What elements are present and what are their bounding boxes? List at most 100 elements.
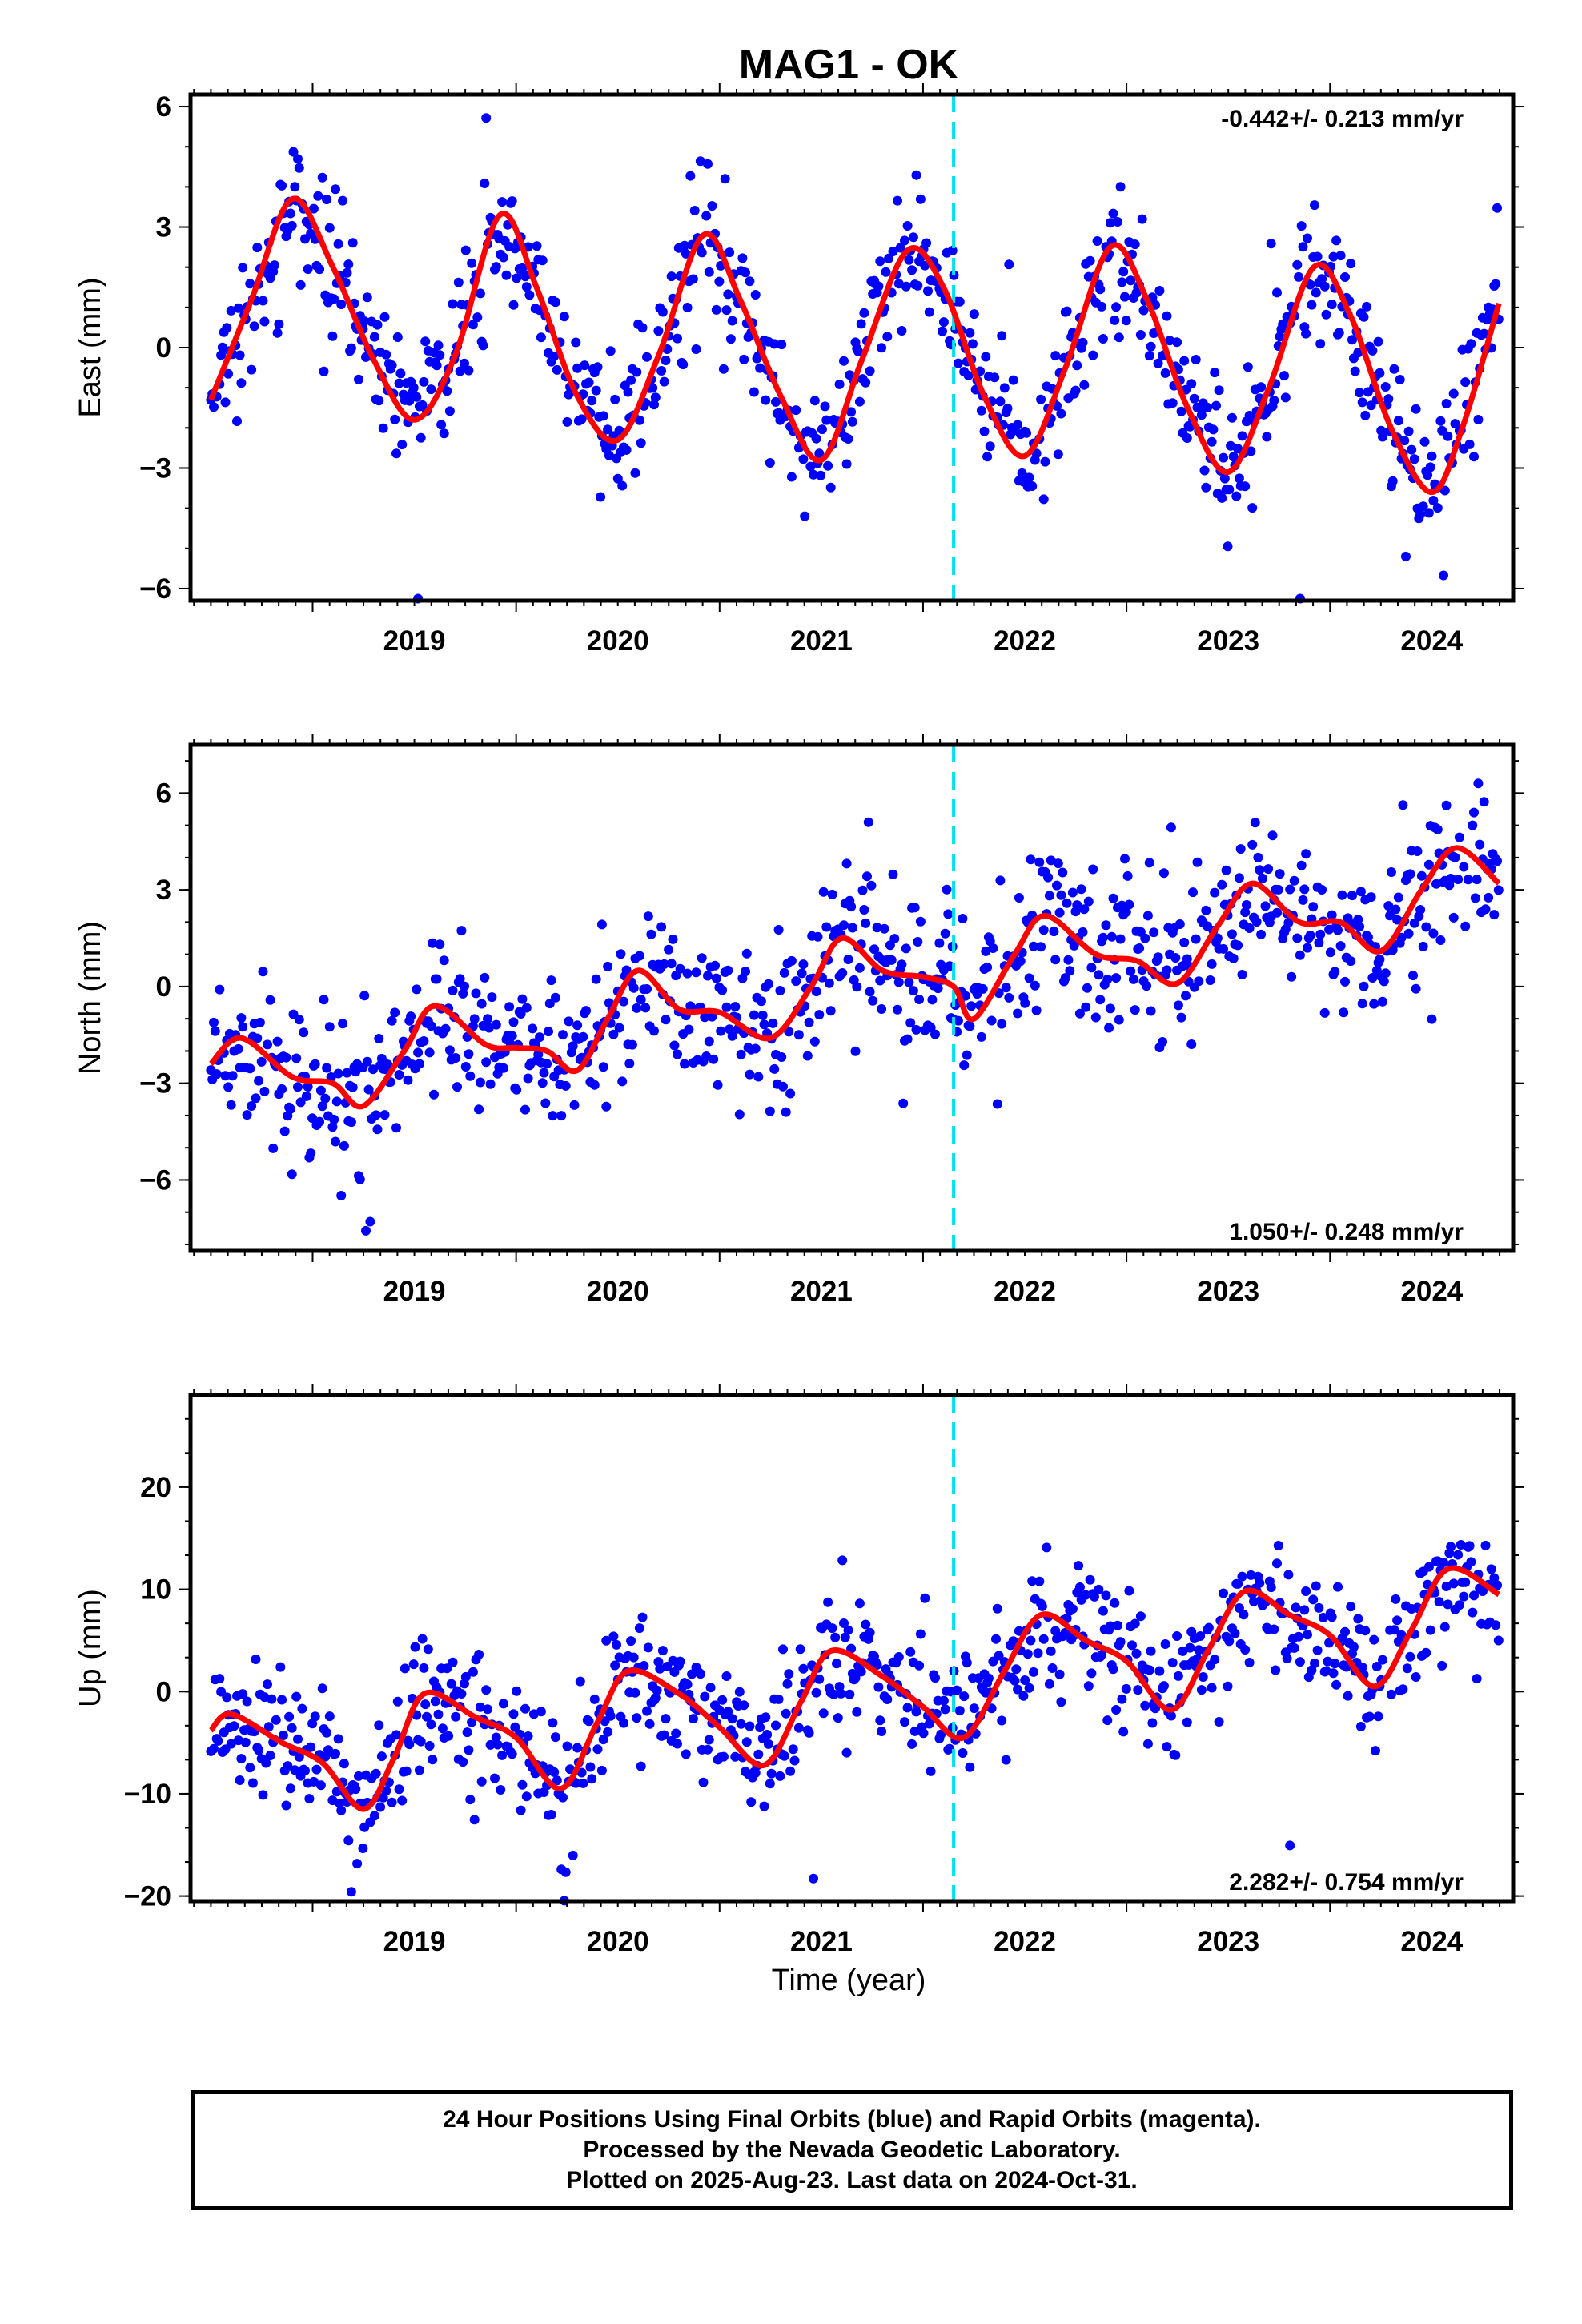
up-data-point (644, 1719, 655, 1729)
north-data-point (238, 1022, 248, 1032)
east-data-point (1126, 275, 1136, 286)
up-data-point (1008, 1636, 1018, 1647)
up-data-point (765, 1779, 775, 1789)
up-data-point (1269, 1624, 1279, 1634)
north-data-point (324, 1022, 335, 1032)
north-data-point (1324, 924, 1335, 935)
north-data-point (460, 1062, 471, 1072)
east-data-point (765, 458, 775, 468)
east-data-point (805, 461, 816, 472)
up-data-point (1033, 1648, 1043, 1659)
up-data-point (476, 1776, 487, 1787)
up-data-point (1140, 1700, 1150, 1711)
north-data-point (223, 1082, 234, 1092)
north-data-point (608, 1029, 619, 1039)
north-data-point (765, 1106, 775, 1116)
east-data-point (1464, 439, 1475, 449)
north-data-point (301, 1091, 311, 1101)
east-data-point (507, 196, 517, 207)
north-data-point (444, 1045, 455, 1055)
east-data-point (238, 263, 248, 273)
east-data-point (902, 221, 913, 231)
north-data-point (621, 965, 632, 975)
east-data-point (968, 339, 978, 349)
up-data-point (308, 1776, 319, 1787)
up-data-point (371, 1768, 381, 1779)
up-data-point (840, 1632, 850, 1642)
up-data-point (1219, 1588, 1228, 1598)
east-data-point (453, 277, 464, 287)
up-data-point (306, 1742, 316, 1752)
north-data-point (320, 1093, 331, 1104)
up-data-point (1117, 1694, 1127, 1704)
east-data-point (1121, 316, 1131, 326)
up-data-point (394, 1784, 404, 1795)
up-data-point (650, 1693, 661, 1703)
north-data-point (793, 1030, 804, 1040)
up-data-point (261, 1758, 271, 1768)
north-data-point (233, 1043, 243, 1054)
up-data-point (374, 1720, 384, 1731)
east-data-point (739, 354, 749, 364)
east-data-point (1275, 332, 1285, 342)
up-data-point (226, 1739, 236, 1749)
y-tick-label: −6 (139, 1164, 171, 1196)
north-data-point (1393, 892, 1403, 903)
north-data-point (1380, 968, 1391, 979)
up-data-point (773, 1694, 784, 1704)
east-data-point (435, 350, 445, 360)
up-data-point (1299, 1605, 1310, 1615)
north-data-point (591, 974, 601, 984)
east-data-point (769, 339, 780, 349)
east-data-point (1182, 433, 1192, 443)
up-data-point (376, 1751, 387, 1762)
up-data-point (1013, 1684, 1023, 1695)
north-data-point (802, 1051, 813, 1061)
up-data-point (852, 1707, 862, 1717)
east-data-point (396, 368, 406, 379)
east-data-point (442, 386, 452, 396)
north-data-point (517, 994, 528, 1004)
up-data-point (1167, 1658, 1178, 1668)
east-data-point (873, 281, 884, 292)
north-data-point (1472, 875, 1482, 885)
up-data-point (490, 1773, 500, 1783)
up-data-point (1323, 1656, 1333, 1667)
east-data-point (1419, 436, 1430, 447)
east-data-point (1292, 259, 1303, 270)
up-data-point (215, 1674, 225, 1684)
east-data-point (888, 247, 898, 256)
east-data-point (653, 326, 664, 336)
east-data-point (404, 396, 415, 406)
up-data-point (1460, 1577, 1471, 1587)
up-data-point (1255, 1578, 1265, 1588)
up-data-point (1098, 1606, 1108, 1616)
north-data-point (707, 1011, 717, 1022)
up-data-point (1331, 1679, 1342, 1690)
north-data-point (821, 922, 832, 932)
north-data-point (741, 967, 750, 977)
north-data-point (636, 995, 646, 1005)
up-data-point (1272, 1558, 1282, 1569)
north-data-point (661, 1015, 671, 1025)
up-data-point (465, 1795, 476, 1805)
north-data-point (886, 955, 897, 965)
north-data-point (306, 1148, 316, 1159)
east-data-point (369, 332, 379, 342)
east-data-point (209, 402, 219, 412)
up-data-point (469, 1815, 480, 1825)
north-data-point (1181, 991, 1191, 1001)
east-data-point (623, 387, 633, 397)
up-data-point (358, 1844, 368, 1853)
north-data-point (1014, 893, 1024, 903)
up-data-point (789, 1755, 800, 1766)
up-data-point (1294, 1631, 1304, 1642)
up-data-point (695, 1669, 705, 1679)
east-data-point (576, 414, 587, 424)
up-data-point (1111, 1705, 1122, 1715)
up-data-point (1271, 1665, 1281, 1675)
north-data-point (1319, 1007, 1330, 1018)
up-data-point (911, 1707, 921, 1717)
north-data-point (837, 968, 848, 978)
east-data-point (913, 280, 923, 291)
